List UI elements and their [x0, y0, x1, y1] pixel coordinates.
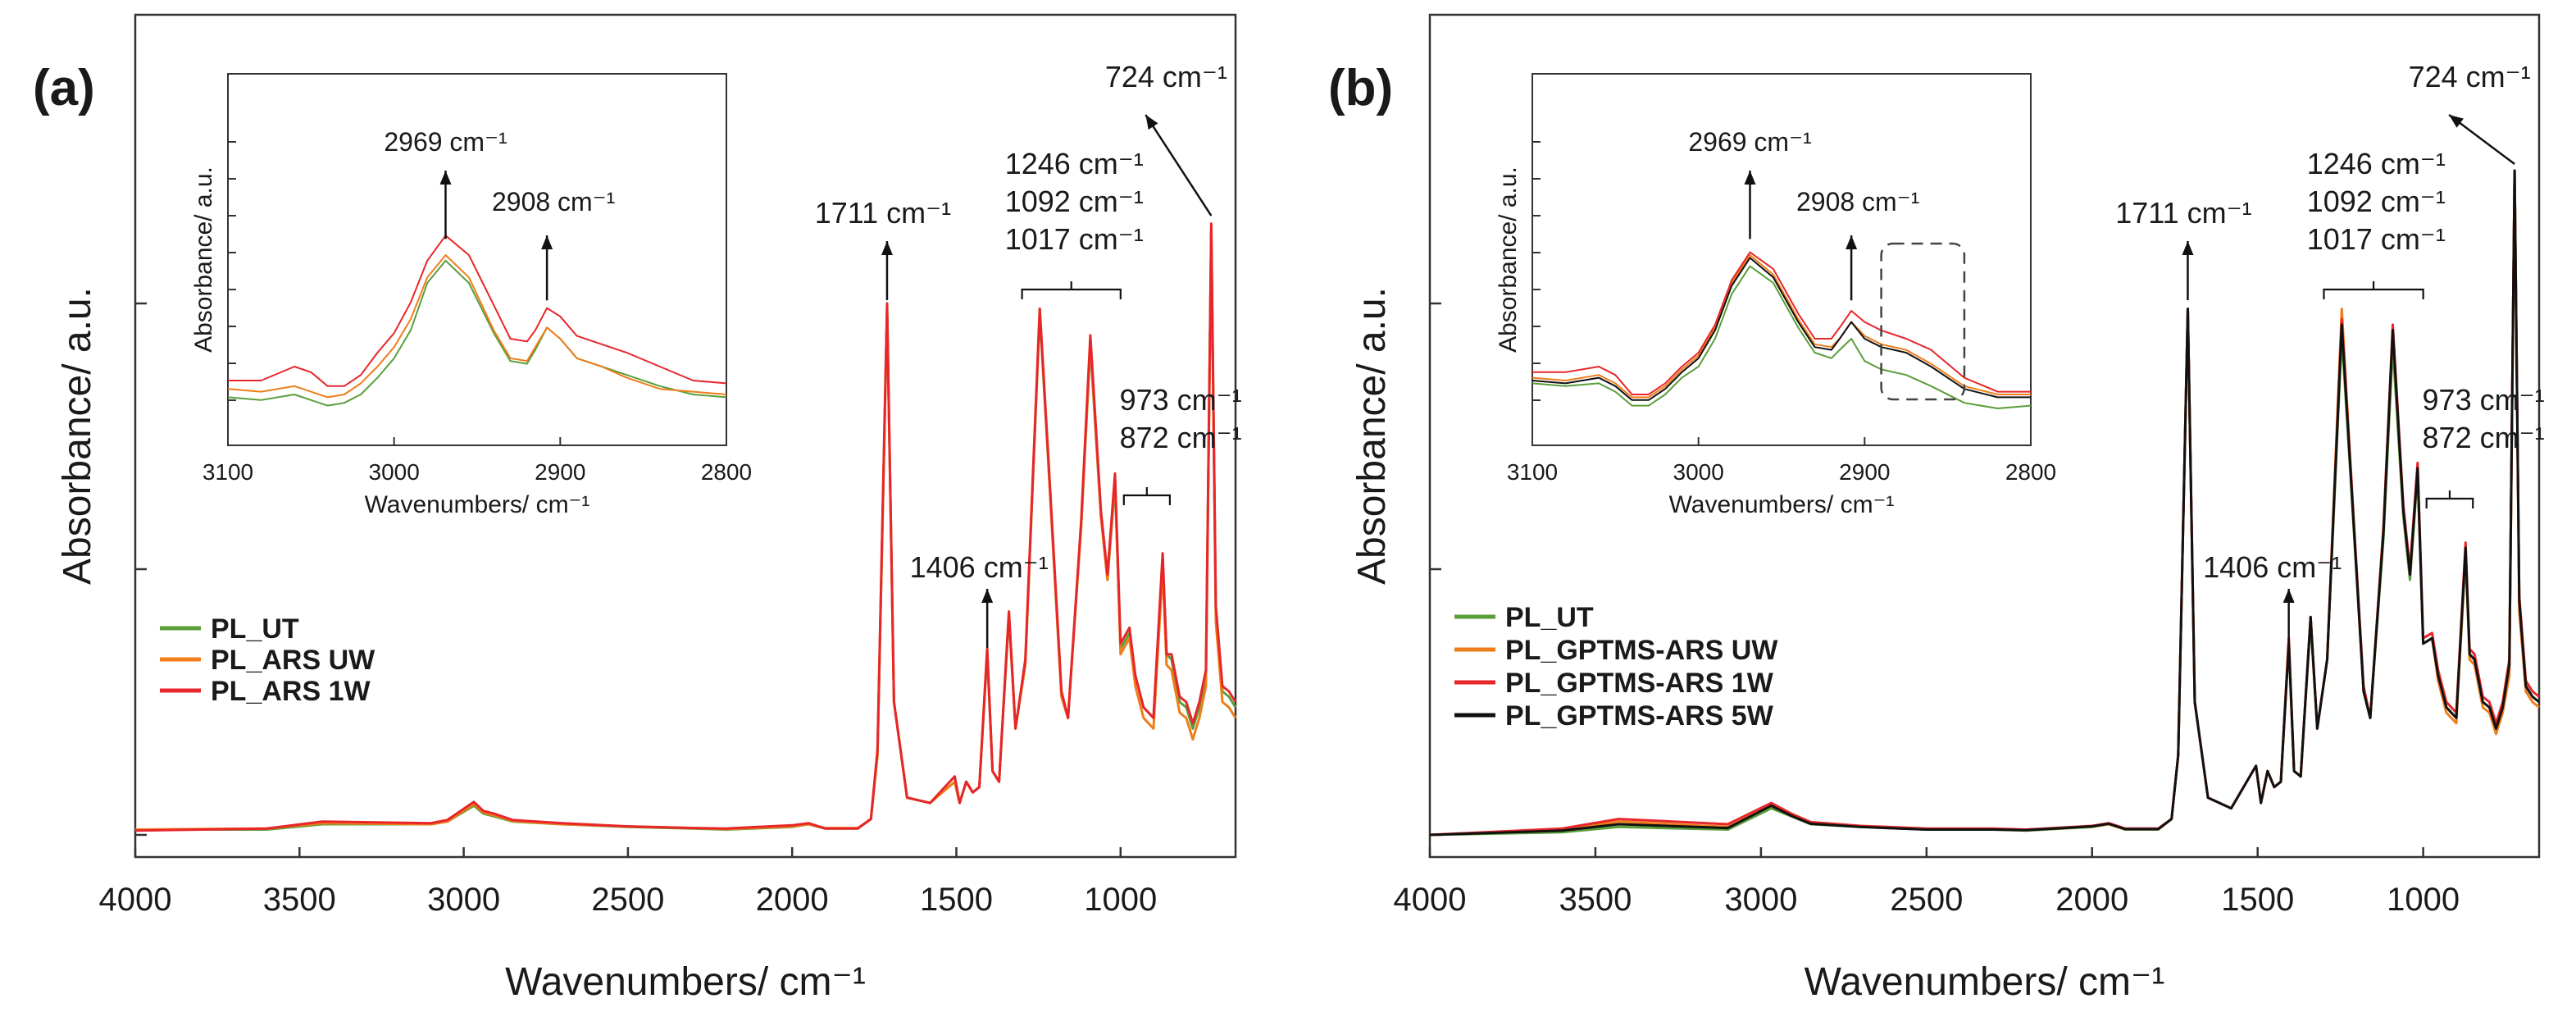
arrow-shaft — [1145, 114, 1213, 217]
arrow-head — [1145, 115, 1158, 130]
inset-series-line-2 — [1532, 251, 2031, 395]
arrow-724 — [2448, 114, 2515, 165]
inset-x-axis-label: Wavenumbers/ cm⁻¹ — [365, 491, 590, 518]
inset-y-axis-label: Absorbance/ a.u. — [1495, 166, 1522, 353]
legend-label: PL_UT — [1505, 602, 1594, 633]
bracket-1246-1017 — [1021, 281, 1122, 299]
x-tick-label: 3500 — [263, 882, 336, 918]
panel-label: (b) — [1328, 60, 1393, 116]
inset: 3100 3000 2900 2800 Wavenumbers/ cm⁻¹ Absorba… — [1495, 73, 2056, 518]
inset-series-line-1 — [1531, 254, 2031, 399]
annotation-1406: 1406 cm⁻¹ — [2203, 550, 2342, 584]
arrow-1711 — [2182, 241, 2194, 300]
x-axis-label: Wavenumbers/ cm⁻¹ — [1805, 960, 2165, 1004]
x-tick-label: 1000 — [2387, 882, 2460, 918]
inset: 3100 3000 2900 2800 Wavenumbers/ cm⁻¹ Absorba… — [190, 73, 752, 518]
x-tick-label: 4000 — [1394, 882, 1467, 918]
inset-annotation-2908: 2908 cm⁻¹ — [492, 187, 615, 217]
x-tick-label: 3500 — [1559, 882, 1632, 918]
arrow-1406 — [2282, 589, 2295, 648]
arrow-head — [2182, 241, 2194, 255]
x-tick-label: 2500 — [591, 882, 664, 918]
inset-series-line-1 — [227, 254, 727, 399]
annotation-group-line: 1246 cm⁻¹ — [1005, 147, 1144, 180]
annotation-1711: 1711 cm⁻¹ — [2115, 196, 2251, 230]
annotation-group-line: 872 cm⁻¹ — [2423, 421, 2545, 454]
legend-label: PL_GPTMS-ARS UW — [1505, 635, 1778, 666]
x-tick-label: 3000 — [1724, 882, 1797, 918]
inset-annotation-2908: 2908 cm⁻¹ — [1796, 187, 1919, 217]
arrow-1711 — [881, 241, 893, 300]
inset-series-line-2 — [228, 235, 727, 387]
arrow-1406 — [981, 589, 994, 648]
inset-arrow-2908 — [541, 235, 553, 301]
arrow-head — [881, 241, 893, 255]
inset-highlight-box — [1880, 242, 1966, 401]
arrow-head — [439, 171, 452, 185]
legend-label: PL_GPTMS-ARS 1W — [1505, 668, 1774, 699]
inset-arrow-2969 — [1744, 171, 1756, 239]
annotation-group-line: 1017 cm⁻¹ — [2307, 222, 2446, 256]
inset-x-tick-label: 2900 — [535, 459, 585, 485]
annotation-group-line: 872 cm⁻¹ — [1120, 421, 1242, 454]
legend-label: PL_GPTMS-ARS 5W — [1505, 700, 1774, 732]
arrow-head — [2449, 115, 2464, 128]
inset-annotation-2969: 2969 cm⁻¹ — [384, 127, 507, 157]
inset-x-tick-label: 2800 — [2005, 459, 2056, 485]
inset-arrow-2908 — [1846, 235, 1858, 301]
annotation-group-line: 973 cm⁻¹ — [2423, 383, 2545, 417]
annotation-group-line: 1092 cm⁻¹ — [2307, 185, 2446, 218]
annotation-group-line: 1092 cm⁻¹ — [1005, 185, 1144, 218]
x-tick-label: 4000 — [99, 882, 172, 918]
annotation-1406: 1406 cm⁻¹ — [910, 550, 1049, 584]
x-tick-label: 2000 — [2055, 882, 2128, 918]
legend-label: PL_ARS UW — [211, 645, 375, 676]
inset-y-axis-label: Absorbance/ a.u. — [190, 166, 217, 353]
annotation-group-line: 973 cm⁻¹ — [1120, 383, 1242, 417]
y-axis-label: Absorbance/ a.u. — [1350, 287, 1394, 585]
arrow-head — [1744, 171, 1756, 185]
inset-x-tick-label: 2900 — [1839, 459, 1890, 485]
panel-label: (a) — [33, 60, 95, 116]
arrow-724 — [1145, 114, 1213, 217]
y-axis-label: Absorbance/ a.u. — [56, 287, 99, 585]
x-tick-label: 3000 — [427, 882, 500, 918]
inset-series-line-3 — [1531, 257, 2031, 401]
x-tick-label: 1500 — [2221, 882, 2294, 918]
legend-label: PL_ARS 1W — [211, 676, 371, 707]
x-tick-label: 2500 — [1890, 882, 1963, 918]
inset-x-tick-label: 3000 — [369, 459, 420, 485]
inset-series-line-0 — [1531, 265, 2032, 409]
bracket-973-872 — [2425, 490, 2474, 508]
annotation-group-line: 1246 cm⁻¹ — [2307, 147, 2446, 180]
inset-annotation-2969: 2969 cm⁻¹ — [1688, 127, 1811, 157]
series-line-3 — [1429, 169, 2540, 837]
annotation-1711: 1711 cm⁻¹ — [815, 196, 951, 230]
x-axis-label: Wavenumbers/ cm⁻¹ — [505, 960, 866, 1004]
bracket-973-872 — [1122, 487, 1171, 505]
series-line-2 — [134, 222, 1237, 832]
arrow-head — [541, 235, 553, 249]
arrow-head — [1846, 235, 1858, 249]
bracket-1246-1017 — [2323, 281, 2424, 299]
panel-b: (b) 4000 3500 3000 2500 2000 1500 1000 Wavenumbe… — [1328, 13, 2545, 1004]
inset-x-tick-label: 3100 — [1507, 459, 1558, 485]
inset-x-axis-label: Wavenumbers/ cm⁻¹ — [1669, 491, 1895, 518]
x-tick-label: 1000 — [1084, 882, 1157, 918]
annotation-724: 724 cm⁻¹ — [2409, 60, 2531, 93]
inset-x-tick-label: 3000 — [1673, 459, 1724, 485]
inset-x-tick-label: 3100 — [203, 459, 253, 485]
x-tick-label: 1500 — [920, 882, 993, 918]
legend-label: PL_UT — [211, 613, 299, 645]
arrow-head — [981, 589, 994, 603]
panel-a: (a) 4000 3500 3000 2500 2000 1500 1000 Wavenumbe… — [33, 13, 1242, 1004]
inset-arrow-2969 — [439, 171, 452, 239]
arrow-head — [2282, 589, 2295, 603]
x-tick-label: 2000 — [756, 882, 829, 918]
annotation-724: 724 cm⁻¹ — [1105, 60, 1227, 93]
inset-x-tick-label: 2800 — [701, 459, 752, 485]
annotation-group-line: 1017 cm⁻¹ — [1005, 222, 1144, 256]
